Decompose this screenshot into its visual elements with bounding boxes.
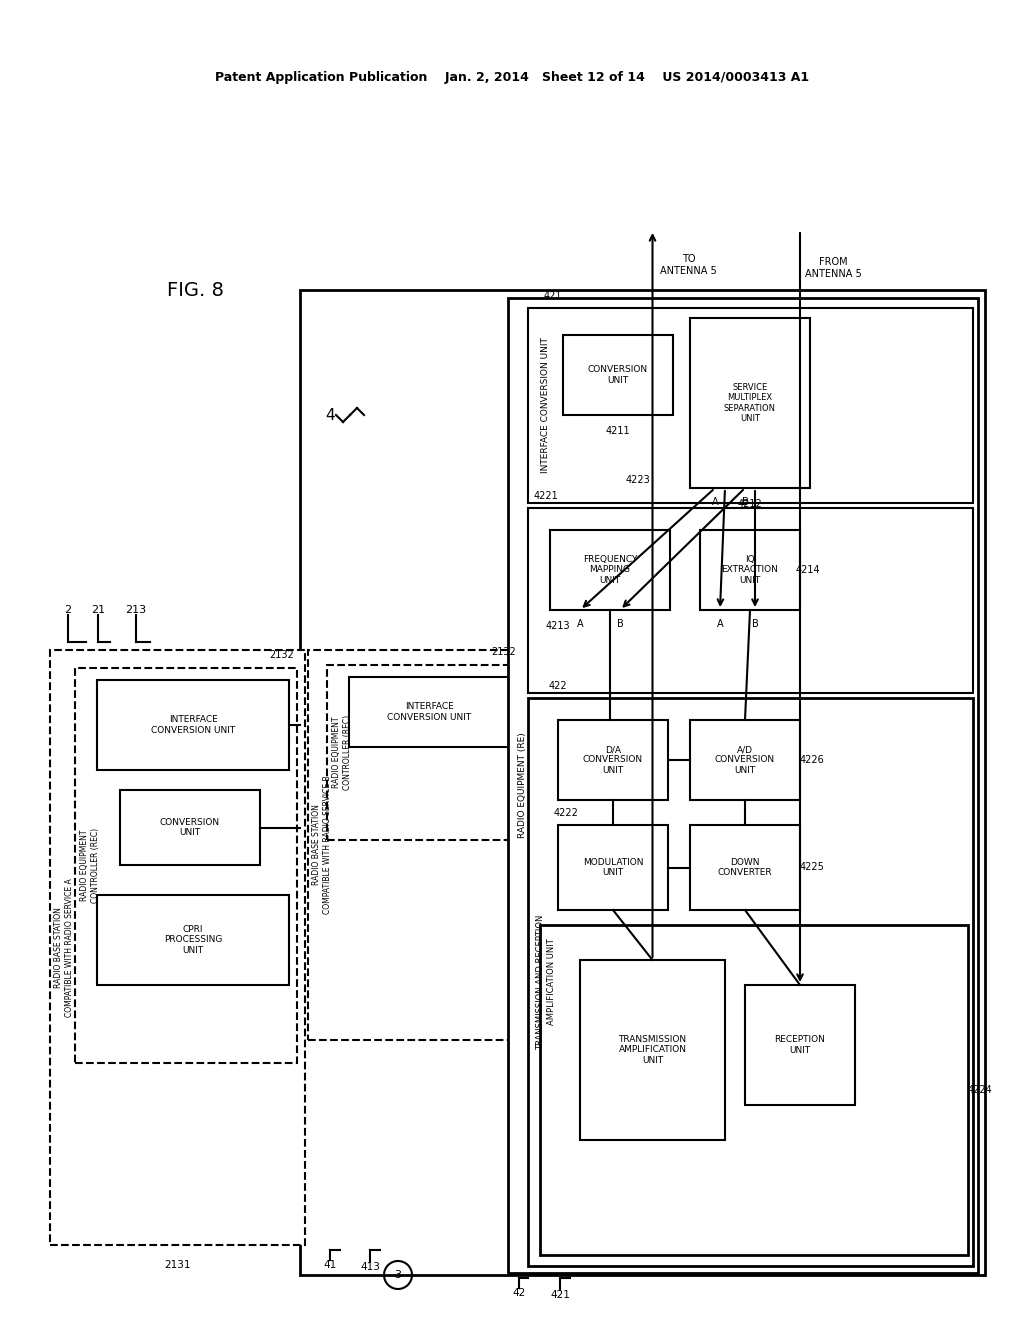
Text: A: A	[712, 498, 718, 507]
Text: 2132: 2132	[269, 649, 294, 660]
Bar	[700, 531, 800, 610]
Bar	[75, 668, 297, 1063]
Text: FREQUENCY
MAPPING
UNIT: FREQUENCY MAPPING UNIT	[583, 556, 637, 585]
Text: 42: 42	[512, 1288, 525, 1298]
Text: FIG. 8: FIG. 8	[167, 281, 223, 300]
Text: 4226: 4226	[800, 755, 824, 766]
Bar	[327, 665, 519, 840]
Text: 213: 213	[125, 605, 146, 615]
Bar	[308, 649, 528, 1040]
Bar	[300, 290, 985, 1275]
Text: 4225: 4225	[800, 862, 824, 873]
Bar	[508, 298, 978, 1272]
Text: 4: 4	[326, 408, 335, 422]
Text: Patent Application Publication    Jan. 2, 2014   Sheet 12 of 14    US 2014/00034: Patent Application Publication Jan. 2, 2…	[215, 71, 809, 84]
Text: 422: 422	[549, 681, 567, 690]
Text: A/D
CONVERSION
UNIT: A/D CONVERSION UNIT	[715, 744, 775, 775]
Text: 421: 421	[544, 290, 562, 301]
Text: B: B	[616, 619, 624, 630]
Text: RADIO BASE STATION
COMPATIBLE WITH RADIO SERVICE A: RADIO BASE STATION COMPATIBLE WITH RADIO…	[54, 878, 74, 1016]
Text: RADIO EQUIPMENT (RE): RADIO EQUIPMENT (RE)	[518, 733, 527, 838]
Text: SERVICE
MULTIPLEX
SEPARATION
UNIT: SERVICE MULTIPLEX SEPARATION UNIT	[724, 383, 776, 424]
Text: 4213: 4213	[546, 620, 570, 631]
Bar	[558, 719, 668, 800]
Bar	[349, 677, 509, 747]
Text: 2131: 2131	[164, 1261, 190, 1270]
Text: 4211: 4211	[605, 426, 631, 436]
Bar	[745, 985, 855, 1105]
Text: 3: 3	[394, 1270, 401, 1280]
Text: RADIO EQUIPMENT
CONTROLLER (REC): RADIO EQUIPMENT CONTROLLER (REC)	[80, 828, 99, 903]
Bar	[563, 335, 673, 414]
Text: INTERFACE CONVERSION UNIT: INTERFACE CONVERSION UNIT	[542, 338, 551, 474]
Text: RECEPTION
UNIT: RECEPTION UNIT	[774, 1035, 825, 1055]
Bar	[690, 719, 800, 800]
Bar	[580, 960, 725, 1140]
Bar	[558, 825, 668, 909]
Text: B: B	[741, 498, 749, 507]
Bar	[50, 649, 305, 1245]
Text: 21: 21	[91, 605, 105, 615]
Text: INTERFACE
CONVERSION UNIT: INTERFACE CONVERSION UNIT	[151, 715, 236, 735]
Text: INTERFACE
CONVERSION UNIT: INTERFACE CONVERSION UNIT	[387, 702, 471, 722]
Bar	[528, 308, 973, 503]
Text: FROM
ANTENNA 5: FROM ANTENNA 5	[805, 257, 862, 279]
Text: TRANSMISSION AND RECEPTION
AMPLIFICATION UNIT: TRANSMISSION AND RECEPTION AMPLIFICATION…	[537, 915, 556, 1049]
Bar	[97, 680, 289, 770]
Bar	[540, 925, 968, 1255]
Text: 4223: 4223	[625, 475, 650, 484]
Text: 421: 421	[550, 1290, 570, 1300]
Text: CONVERSION
UNIT: CONVERSION UNIT	[588, 366, 648, 384]
Text: CPRI
PROCESSING
UNIT: CPRI PROCESSING UNIT	[164, 925, 222, 954]
Bar	[550, 531, 670, 610]
Bar	[690, 825, 800, 909]
Text: TRANSMISSION
AMPLIFICATION
UNIT: TRANSMISSION AMPLIFICATION UNIT	[618, 1035, 686, 1065]
Bar	[528, 698, 973, 1266]
Bar	[97, 895, 289, 985]
Text: 2: 2	[65, 605, 72, 615]
Text: DOWN
CONVERTER: DOWN CONVERTER	[718, 858, 772, 878]
Text: TO
ANTENNA 5: TO ANTENNA 5	[660, 255, 717, 276]
Text: A: A	[717, 619, 723, 630]
Bar	[690, 318, 810, 488]
Text: 4221: 4221	[534, 491, 558, 502]
Text: RADIO BASE STATION
COMPATIBLE WITH RADIO SERVICE B: RADIO BASE STATION COMPATIBLE WITH RADIO…	[312, 776, 332, 915]
Text: 4212: 4212	[737, 499, 763, 510]
Bar	[120, 789, 260, 865]
Text: 4224: 4224	[968, 1085, 992, 1096]
Text: A: A	[577, 619, 584, 630]
Text: B: B	[752, 619, 759, 630]
Text: IQ
EXTRACTION
UNIT: IQ EXTRACTION UNIT	[722, 556, 778, 585]
Text: CONVERSION
UNIT: CONVERSION UNIT	[160, 818, 220, 837]
Text: MODULATION
UNIT: MODULATION UNIT	[583, 858, 643, 878]
Text: 41: 41	[324, 1261, 337, 1270]
Text: D/A
CONVERSION
UNIT: D/A CONVERSION UNIT	[583, 744, 643, 775]
Text: 4214: 4214	[796, 565, 820, 576]
Text: 413: 413	[360, 1262, 380, 1272]
Text: 4222: 4222	[554, 808, 579, 818]
Text: 2132: 2132	[492, 647, 516, 657]
Text: RADIO EQUIPMENT
CONTROLLER (REC): RADIO EQUIPMENT CONTROLLER (REC)	[333, 715, 351, 791]
Bar	[528, 508, 973, 693]
